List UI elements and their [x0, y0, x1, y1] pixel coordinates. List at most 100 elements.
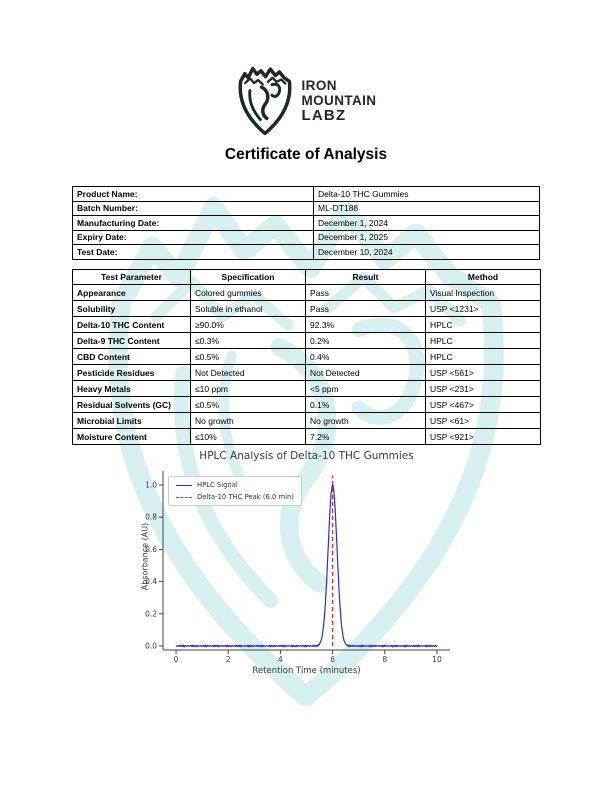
test-result-cell: USP <921>	[425, 428, 541, 445]
test-result-row: Pesticide Residues Not Detected Not Detect…	[72, 364, 541, 381]
test-result-cell: USP <467>	[425, 396, 541, 413]
test-result-cell: Solubility	[72, 300, 191, 317]
test-result-cell: HPLC	[425, 316, 541, 333]
test-result-cell: Microbial Limits	[72, 412, 191, 429]
product-info-label: Expiry Date:	[72, 229, 314, 245]
test-result-cell: Residual Solvents (GC)	[72, 396, 191, 413]
chart-legend: HPLC Signal Delta-10 THC Peak (6.0 min)	[168, 476, 302, 506]
column-header: Result	[305, 269, 426, 285]
product-info-label: Product Name:	[72, 186, 314, 202]
test-result-cell: Soluble in ethanol	[190, 300, 306, 317]
test-result-row: Solubility Soluble in ethanol Pass USP <123…	[72, 300, 541, 317]
product-info-value: ML-DT188	[313, 200, 540, 216]
test-result-cell: 92.3%	[305, 316, 426, 333]
product-info-label: Batch Number:	[72, 200, 314, 216]
test-result-cell: No growth	[305, 412, 426, 429]
product-info-row: Test Date: December 10, 2024	[72, 244, 540, 260]
legend-signal-label: HPLC Signal	[197, 481, 238, 489]
test-result-cell: ≤0.5%	[190, 348, 306, 365]
y-axis-label: Absorbance (AU)	[140, 522, 150, 591]
x-tick-label: 4	[278, 655, 283, 664]
test-result-row: Heavy Metals ≤10 ppm <5 ppm USP <231>	[72, 380, 541, 397]
page-title: Certificate of Analysis	[224, 146, 388, 163]
test-result-cell: HPLC	[425, 348, 541, 365]
x-tick-label: 8	[382, 655, 387, 664]
test-result-cell: Moisture Content	[72, 428, 191, 445]
test-result-cell: Pass	[305, 284, 426, 301]
y-tick-label: 0.0	[145, 641, 157, 650]
test-results-body: Appearance Colored gummies Pass Visual Insp…	[72, 284, 541, 445]
test-result-cell: ≤10 ppm	[190, 380, 306, 397]
test-result-cell: Visual Inspection	[425, 284, 541, 301]
y-tick-label: 0.4	[145, 577, 157, 586]
test-result-cell: HPLC	[425, 332, 541, 349]
test-result-cell: Delta-10 THC Content	[72, 316, 191, 333]
test-result-cell: Pesticide Residues	[72, 364, 191, 381]
test-result-cell: Delta-9 THC Content	[72, 332, 191, 349]
mountain-shield-goat-icon	[238, 66, 292, 136]
column-header: Method	[425, 269, 541, 285]
test-result-cell: ≥90.0%	[190, 316, 306, 333]
product-info-label: Test Date:	[72, 244, 314, 260]
test-result-cell: ≤0.5%	[190, 396, 306, 413]
x-tick-label: 10	[432, 655, 442, 664]
test-result-row: Residual Solvents (GC) ≤0.5% 0.1% USP <467>	[72, 396, 541, 413]
product-info-row: Batch Number: ML-DT188	[72, 200, 540, 216]
x-tick-label: 6	[330, 655, 335, 664]
y-tick-label: 1.0	[145, 481, 157, 490]
test-result-row: Appearance Colored gummies Pass Visual Insp…	[72, 284, 541, 301]
test-result-cell: <5 ppm	[305, 380, 426, 397]
legend-entry-signal: HPLC Signal	[176, 481, 294, 489]
test-result-cell: No growth	[190, 412, 306, 429]
y-tick-label: 0.8	[145, 513, 157, 522]
blue-line-swatch-icon	[176, 484, 192, 486]
test-result-cell: ≤0.3%	[190, 332, 306, 349]
product-info-value: Delta-10 THC Gummies	[313, 186, 540, 202]
product-info-value: December 10, 2024	[313, 244, 540, 260]
chart-title: HPLC Analysis of Delta-10 THC Gummies	[199, 450, 414, 462]
test-result-cell: 0.2%	[305, 332, 426, 349]
test-result-cell: CBD Content	[72, 348, 191, 365]
test-result-cell: Colored gummies	[190, 284, 306, 301]
test-result-row: Delta-9 THC Content ≤0.3% 0.2% HPLC	[72, 332, 541, 349]
test-result-row: Microbial Limits No growth No growth USP <6…	[72, 412, 541, 429]
test-result-cell: Pass	[305, 300, 426, 317]
product-info-row: Product Name: Delta-10 THC Gummies	[72, 186, 540, 202]
y-tick-label: 0.6	[145, 545, 157, 554]
test-results-header: Test Parameter Specification Result Method	[72, 269, 541, 285]
logo-line-iron: IRON	[301, 78, 337, 93]
x-axis-label: Retention Time (minutes)	[252, 666, 361, 676]
logo: IRON MOUNTAIN LABZ	[0, 64, 612, 138]
column-header: Test Parameter	[72, 269, 191, 285]
hplc-chart: HPLC Analysis of Delta-10 THC Gummies 0 2…	[140, 446, 480, 694]
red-dashed-swatch-icon	[176, 496, 192, 498]
legend-entry-peak: Delta-10 THC Peak (6.0 min)	[176, 493, 294, 501]
test-result-row: CBD Content ≤0.5% 0.4% HPLC	[72, 348, 541, 365]
hplc-signal-line	[175, 484, 438, 648]
logo-text: IRON MOUNTAIN LABZ	[302, 78, 377, 124]
legend-peak-label: Delta-10 THC Peak (6.0 min)	[197, 493, 294, 501]
logo-line-labz: LABZ	[301, 107, 347, 124]
product-info-table: Product Name: Delta-10 THC Gummies Batch N…	[72, 186, 540, 260]
header-row: Test Parameter Specification Result Method	[72, 269, 541, 285]
y-tick-label: 0.2	[145, 609, 157, 618]
product-info-label: Manufacturing Date:	[72, 215, 314, 231]
test-result-cell: Not Detected	[305, 364, 426, 381]
product-info-value: December 1, 2024	[313, 215, 540, 231]
column-header: Specification	[190, 269, 306, 285]
chart-canvas: 0 2 4 6 8 10 0.0 0.2 0.4 0.6 0.8 1.0	[145, 471, 450, 664]
logo-line-mountain: MOUNTAIN	[301, 93, 377, 108]
test-result-cell: Appearance	[72, 284, 191, 301]
test-result-cell: 0.1%	[305, 396, 426, 413]
test-result-row: Moisture Content ≤10% 7.2% USP <921>	[72, 428, 541, 445]
x-tick-label: 2	[226, 655, 231, 664]
product-info-row: Expiry Date: December 1, 2025	[72, 229, 540, 245]
test-result-cell: 0.4%	[305, 348, 426, 365]
product-info-row: Manufacturing Date: December 1, 2024	[72, 215, 540, 231]
test-result-cell: USP <231>	[425, 380, 541, 397]
product-info-body: Product Name: Delta-10 THC Gummies Batch N…	[72, 186, 540, 260]
product-info-value: December 1, 2025	[313, 229, 540, 245]
test-result-cell: Not Detected	[190, 364, 306, 381]
test-results-table: Test Parameter Specification Result Method …	[72, 269, 541, 445]
